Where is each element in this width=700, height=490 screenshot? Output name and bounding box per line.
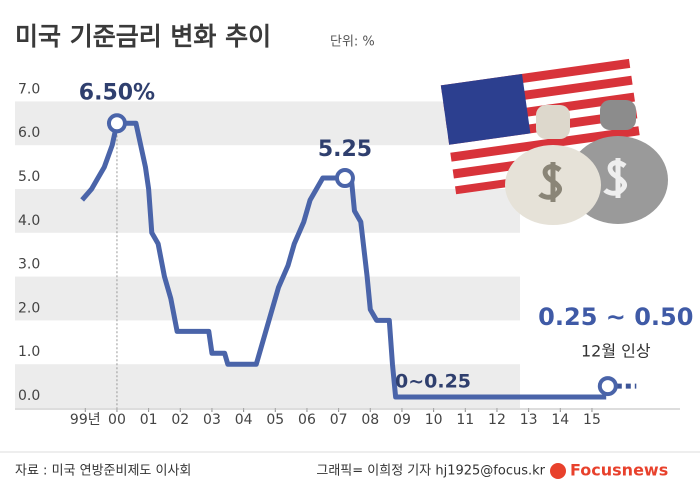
x-tick-label: 00 [108, 412, 126, 428]
unit-label: 단위: % [330, 35, 375, 50]
highlight-marker [106, 113, 127, 134]
logo-mark [550, 463, 566, 479]
grid-band [15, 364, 520, 408]
x-tick-label: 14 [551, 412, 569, 428]
source: 자료 : 미국 연방준비제도 이사회 [15, 464, 191, 479]
x-tick-label: 03 [203, 412, 221, 428]
grid-band [15, 189, 520, 233]
x-tick-label: 02 [171, 412, 189, 428]
y-tick-label: 7.0 [18, 81, 40, 97]
x-tick-label: 07 [330, 412, 348, 428]
highlight-marker [597, 376, 618, 397]
x-tick-label: 09 [393, 412, 411, 428]
data-line [80, 120, 607, 400]
annotation: 0~0.25 [395, 371, 471, 393]
y-tick-label: 4.0 [18, 213, 40, 229]
x-tick-label: 10 [425, 412, 443, 428]
y-tick-label: 6.0 [18, 125, 40, 141]
x-tick-label: 11 [456, 412, 474, 428]
y-tick-label: 3.0 [18, 257, 40, 273]
x-tick-label: 06 [298, 412, 316, 428]
x-tick-label: 13 [520, 412, 538, 428]
y-tick-label: 0.0 [18, 388, 40, 404]
chart-title: 미국 기준금리 변화 추이 [15, 22, 271, 51]
x-tick-label: 99년 [70, 412, 101, 428]
highlight-label: 5.25 [318, 137, 372, 162]
y-tick-label: 1.0 [18, 344, 40, 360]
x-tick-label: 04 [235, 412, 253, 428]
grid-band [15, 276, 520, 321]
x-tick-label: 08 [361, 412, 379, 428]
grid-band [15, 101, 520, 146]
x-tick-label: 01 [140, 412, 158, 428]
y-tick-label: 2.0 [18, 300, 40, 316]
x-tick-label: 12 [488, 412, 506, 428]
credit: 그래픽= 이희정 기자 hj1925@focus.kr [316, 464, 545, 479]
x-tick-label: 15 [583, 412, 601, 428]
illustration [440, 58, 668, 225]
highlight-note: 12월 인상 [581, 342, 651, 361]
highlight-label: 0.25 ~ 0.50 [538, 303, 693, 331]
highlight-marker [334, 168, 355, 189]
logo: Focusnews [570, 461, 668, 480]
y-tick-label: 5.0 [18, 169, 40, 185]
x-tick-label: 05 [266, 412, 284, 428]
highlight-label: 6.50% [79, 80, 155, 105]
